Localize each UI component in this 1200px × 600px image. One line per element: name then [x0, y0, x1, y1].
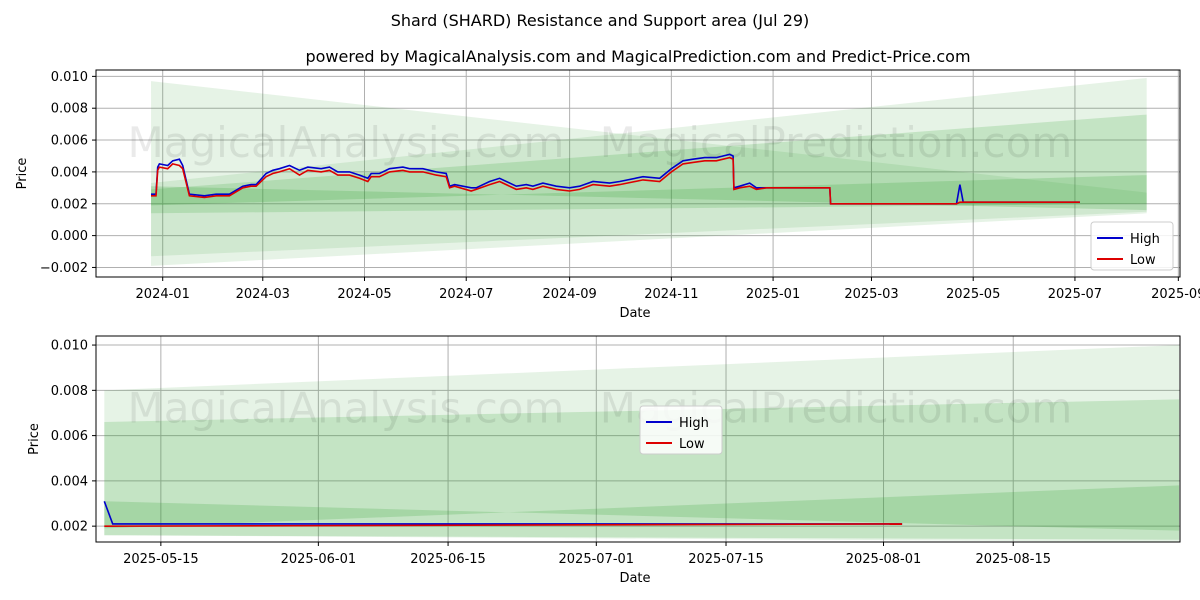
x-tick-label: 2025-07-15 [688, 552, 764, 567]
support-resistance-band-1 [104, 399, 1180, 540]
x-axis-label: Date [619, 306, 650, 321]
y-tick-label: 0.004 [51, 165, 88, 180]
legend-low-label: Low [679, 437, 705, 452]
support-resistance-band-1 [151, 77, 1147, 266]
support-resistance-band-2 [151, 114, 1147, 214]
y-tick-label: 0.010 [51, 339, 88, 354]
x-tick-label: 2024-07 [439, 287, 493, 302]
x-tick-label: 2024-09 [542, 287, 596, 302]
x-tick-label: 2025-01 [746, 287, 800, 302]
series-low-line [151, 156, 1080, 205]
x-tick-label: 2024-05 [337, 287, 391, 302]
y-tick-label: 0.008 [51, 384, 88, 399]
legend: High Low [639, 405, 723, 455]
y-axis-label: Price [27, 423, 42, 455]
watermark-prediction: MagicalPrediction.com [600, 118, 1073, 167]
support-resistance-band-3 [151, 175, 1147, 211]
y-tick-label: 0.006 [51, 134, 88, 149]
y-axis-label: Price [15, 158, 30, 190]
x-tick-label: 2025-06-01 [281, 552, 357, 567]
x-tick-label: 2025-07-01 [559, 552, 635, 567]
x-tick-label: 2025-08-01 [846, 552, 922, 567]
watermark-analysis: MagicalAnalysis.com [128, 384, 565, 433]
y-tick-label: 0.002 [51, 520, 88, 535]
y-tick-label: −0.002 [40, 261, 88, 276]
chart-subtitle: powered by MagicalAnalysis.com and Magic… [305, 47, 970, 66]
legend: High Low [1090, 221, 1174, 271]
support-resistance-band-0 [151, 81, 1147, 257]
x-tick-label: 2025-03 [844, 287, 898, 302]
support-resistance-band-2 [104, 485, 1180, 531]
y-tick-label: 0.006 [51, 429, 88, 444]
y-tick-label: 0.004 [51, 474, 88, 489]
top-plot: MagicalAnalysis.com MagicalPrediction.com… [15, 69, 1200, 321]
chart-title: Shard (SHARD) Resistance and Support are… [391, 11, 810, 30]
legend-high-label: High [679, 416, 709, 431]
x-tick-label: 2025-07 [1048, 287, 1102, 302]
x-axis-label: Date [619, 571, 650, 586]
y-tick-label: 0.002 [51, 197, 88, 212]
series-low-line [104, 523, 903, 527]
x-tick-label: 2025-05-15 [123, 552, 199, 567]
plot-frame [95, 335, 1181, 543]
legend-high-label: High [1130, 232, 1160, 247]
grid [96, 70, 1180, 277]
x-tick-label: 2024-03 [236, 287, 290, 302]
plot-frame [95, 69, 1181, 278]
y-tick-label: 0.008 [51, 102, 88, 117]
y-tick-label: 0.010 [51, 70, 88, 85]
x-tick-label: 2024-11 [644, 287, 698, 302]
x-tick-label: 2025-08-15 [975, 552, 1051, 567]
series-high-line [151, 153, 1080, 205]
x-tick-label: 2024-01 [136, 287, 190, 302]
y-tick-label: 0.000 [51, 229, 88, 244]
x-tick-label: 2025-06-15 [410, 552, 486, 567]
x-tick-label: 2025-09 [1151, 287, 1200, 302]
bottom-plot: MagicalAnalysis.com MagicalPrediction.com… [27, 335, 1181, 586]
watermark-analysis: MagicalAnalysis.com [128, 118, 565, 167]
x-tick-label: 2025-05 [946, 287, 1000, 302]
legend-low-label: Low [1130, 253, 1156, 268]
